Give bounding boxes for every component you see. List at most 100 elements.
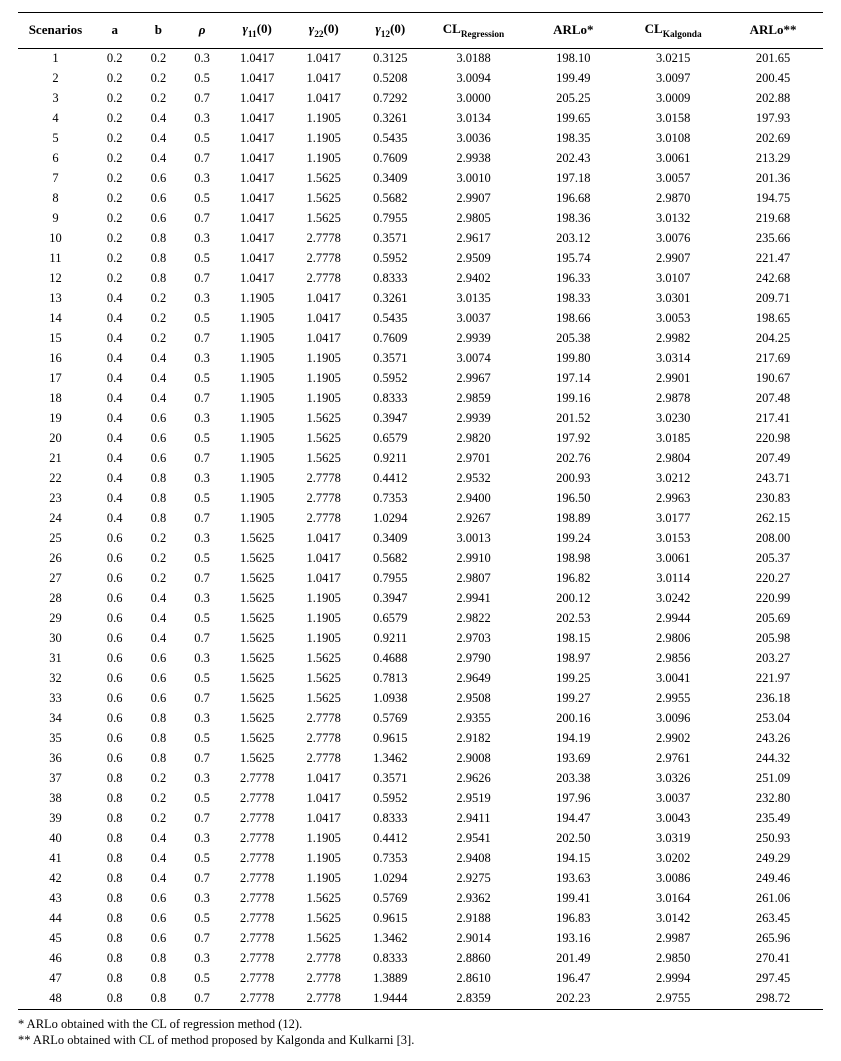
cell-g22: 1.1905 — [290, 369, 357, 389]
cell-a: 0.6 — [93, 669, 137, 689]
cell-g12: 0.7609 — [357, 329, 424, 349]
cell-clreg: 3.0188 — [424, 48, 524, 69]
table-row: 290.60.40.51.56251.19050.65792.9822202.5… — [18, 609, 823, 629]
cell-a: 0.4 — [93, 469, 137, 489]
table-row: 390.80.20.72.77781.04170.83332.9411194.4… — [18, 809, 823, 829]
cell-clkal: 3.0153 — [623, 529, 723, 549]
cell-scenario: 44 — [18, 909, 93, 929]
cell-g12: 0.9615 — [357, 729, 424, 749]
cell-clkal: 3.0107 — [623, 269, 723, 289]
table-row: 450.80.60.72.77781.56251.34622.9014193.1… — [18, 929, 823, 949]
cell-g22: 1.5625 — [290, 429, 357, 449]
cell-g22: 1.1905 — [290, 609, 357, 629]
cell-g11: 1.1905 — [224, 509, 291, 529]
cell-clkal: 2.9806 — [623, 629, 723, 649]
cell-g12: 0.3125 — [357, 48, 424, 69]
cell-g22: 1.0417 — [290, 789, 357, 809]
cell-g22: 1.1905 — [290, 589, 357, 609]
cell-arlo2: 263.45 — [723, 909, 823, 929]
cell-a: 0.8 — [93, 869, 137, 889]
cell-scenario: 45 — [18, 929, 93, 949]
table-row: 40.20.40.31.04171.19050.32613.0134199.65… — [18, 109, 823, 129]
table-row: 460.80.80.32.77782.77780.83332.8860201.4… — [18, 949, 823, 969]
cell-clreg: 3.0037 — [424, 309, 524, 329]
cell-arlo1: 199.65 — [523, 109, 623, 129]
cell-a: 0.4 — [93, 349, 137, 369]
cell-b: 0.4 — [137, 129, 181, 149]
cell-g22: 2.7778 — [290, 989, 357, 1010]
cell-a: 0.4 — [93, 409, 137, 429]
cell-arlo1: 203.38 — [523, 769, 623, 789]
cell-arlo1: 196.47 — [523, 969, 623, 989]
cell-arlo2: 213.29 — [723, 149, 823, 169]
cell-clkal: 3.0177 — [623, 509, 723, 529]
cell-clkal: 2.9982 — [623, 329, 723, 349]
cell-arlo1: 193.69 — [523, 749, 623, 769]
cell-g12: 0.6579 — [357, 429, 424, 449]
cell-scenario: 41 — [18, 849, 93, 869]
cell-arlo2: 197.93 — [723, 109, 823, 129]
cell-g22: 2.7778 — [290, 249, 357, 269]
cell-rho: 0.5 — [180, 249, 224, 269]
cell-arlo2: 219.68 — [723, 209, 823, 229]
cell-g11: 2.7778 — [224, 809, 291, 829]
cell-g22: 1.5625 — [290, 669, 357, 689]
cell-clkal: 3.0319 — [623, 829, 723, 849]
cell-rho: 0.7 — [180, 989, 224, 1010]
table-row: 370.80.20.32.77781.04170.35712.9626203.3… — [18, 769, 823, 789]
cell-b: 0.4 — [137, 849, 181, 869]
cell-a: 0.4 — [93, 369, 137, 389]
cell-g12: 0.5952 — [357, 789, 424, 809]
cell-b: 0.2 — [137, 809, 181, 829]
cell-arlo1: 201.49 — [523, 949, 623, 969]
cell-g22: 1.1905 — [290, 149, 357, 169]
cell-rho: 0.3 — [180, 109, 224, 129]
cell-g12: 0.3409 — [357, 169, 424, 189]
cell-b: 0.6 — [137, 409, 181, 429]
cell-b: 0.6 — [137, 649, 181, 669]
cell-arlo2: 249.29 — [723, 849, 823, 869]
table-row: 120.20.80.71.04172.77780.83332.9402196.3… — [18, 269, 823, 289]
cell-arlo1: 193.63 — [523, 869, 623, 889]
col-a: a — [93, 13, 137, 49]
cell-g22: 2.7778 — [290, 509, 357, 529]
cell-scenario: 46 — [18, 949, 93, 969]
cell-arlo2: 261.06 — [723, 889, 823, 909]
cell-g22: 1.0417 — [290, 89, 357, 109]
cell-g12: 0.8333 — [357, 949, 424, 969]
cell-clreg: 2.9188 — [424, 909, 524, 929]
cell-clreg: 2.9400 — [424, 489, 524, 509]
cell-clkal: 3.0301 — [623, 289, 723, 309]
cell-scenario: 29 — [18, 609, 93, 629]
cell-clreg: 3.0134 — [424, 109, 524, 129]
table-row: 30.20.20.71.04171.04170.72923.0000205.25… — [18, 89, 823, 109]
table-row: 330.60.60.71.56251.56251.09382.9508199.2… — [18, 689, 823, 709]
cell-g12: 0.5435 — [357, 129, 424, 149]
cell-clkal: 2.9755 — [623, 989, 723, 1010]
cell-arlo1: 198.97 — [523, 649, 623, 669]
cell-b: 0.4 — [137, 149, 181, 169]
cell-a: 0.2 — [93, 209, 137, 229]
table-row: 360.60.80.71.56252.77781.34622.9008193.6… — [18, 749, 823, 769]
cell-g11: 1.5625 — [224, 629, 291, 649]
cell-a: 0.6 — [93, 629, 137, 649]
cell-clkal: 2.9944 — [623, 609, 723, 629]
cell-g11: 1.1905 — [224, 469, 291, 489]
cell-arlo2: 235.66 — [723, 229, 823, 249]
cell-g12: 1.3889 — [357, 969, 424, 989]
cell-arlo1: 198.35 — [523, 129, 623, 149]
cell-clkal: 3.0212 — [623, 469, 723, 489]
cell-arlo1: 202.43 — [523, 149, 623, 169]
cell-rho: 0.7 — [180, 749, 224, 769]
cell-rho: 0.7 — [180, 869, 224, 889]
cell-b: 0.8 — [137, 249, 181, 269]
cell-clreg: 2.9807 — [424, 569, 524, 589]
cell-g22: 1.5625 — [290, 169, 357, 189]
cell-b: 0.2 — [137, 48, 181, 69]
cell-rho: 0.7 — [180, 89, 224, 109]
cell-clreg: 2.9362 — [424, 889, 524, 909]
cell-arlo2: 200.45 — [723, 69, 823, 89]
cell-a: 0.8 — [93, 989, 137, 1010]
cell-arlo1: 196.82 — [523, 569, 623, 589]
cell-g22: 1.1905 — [290, 389, 357, 409]
